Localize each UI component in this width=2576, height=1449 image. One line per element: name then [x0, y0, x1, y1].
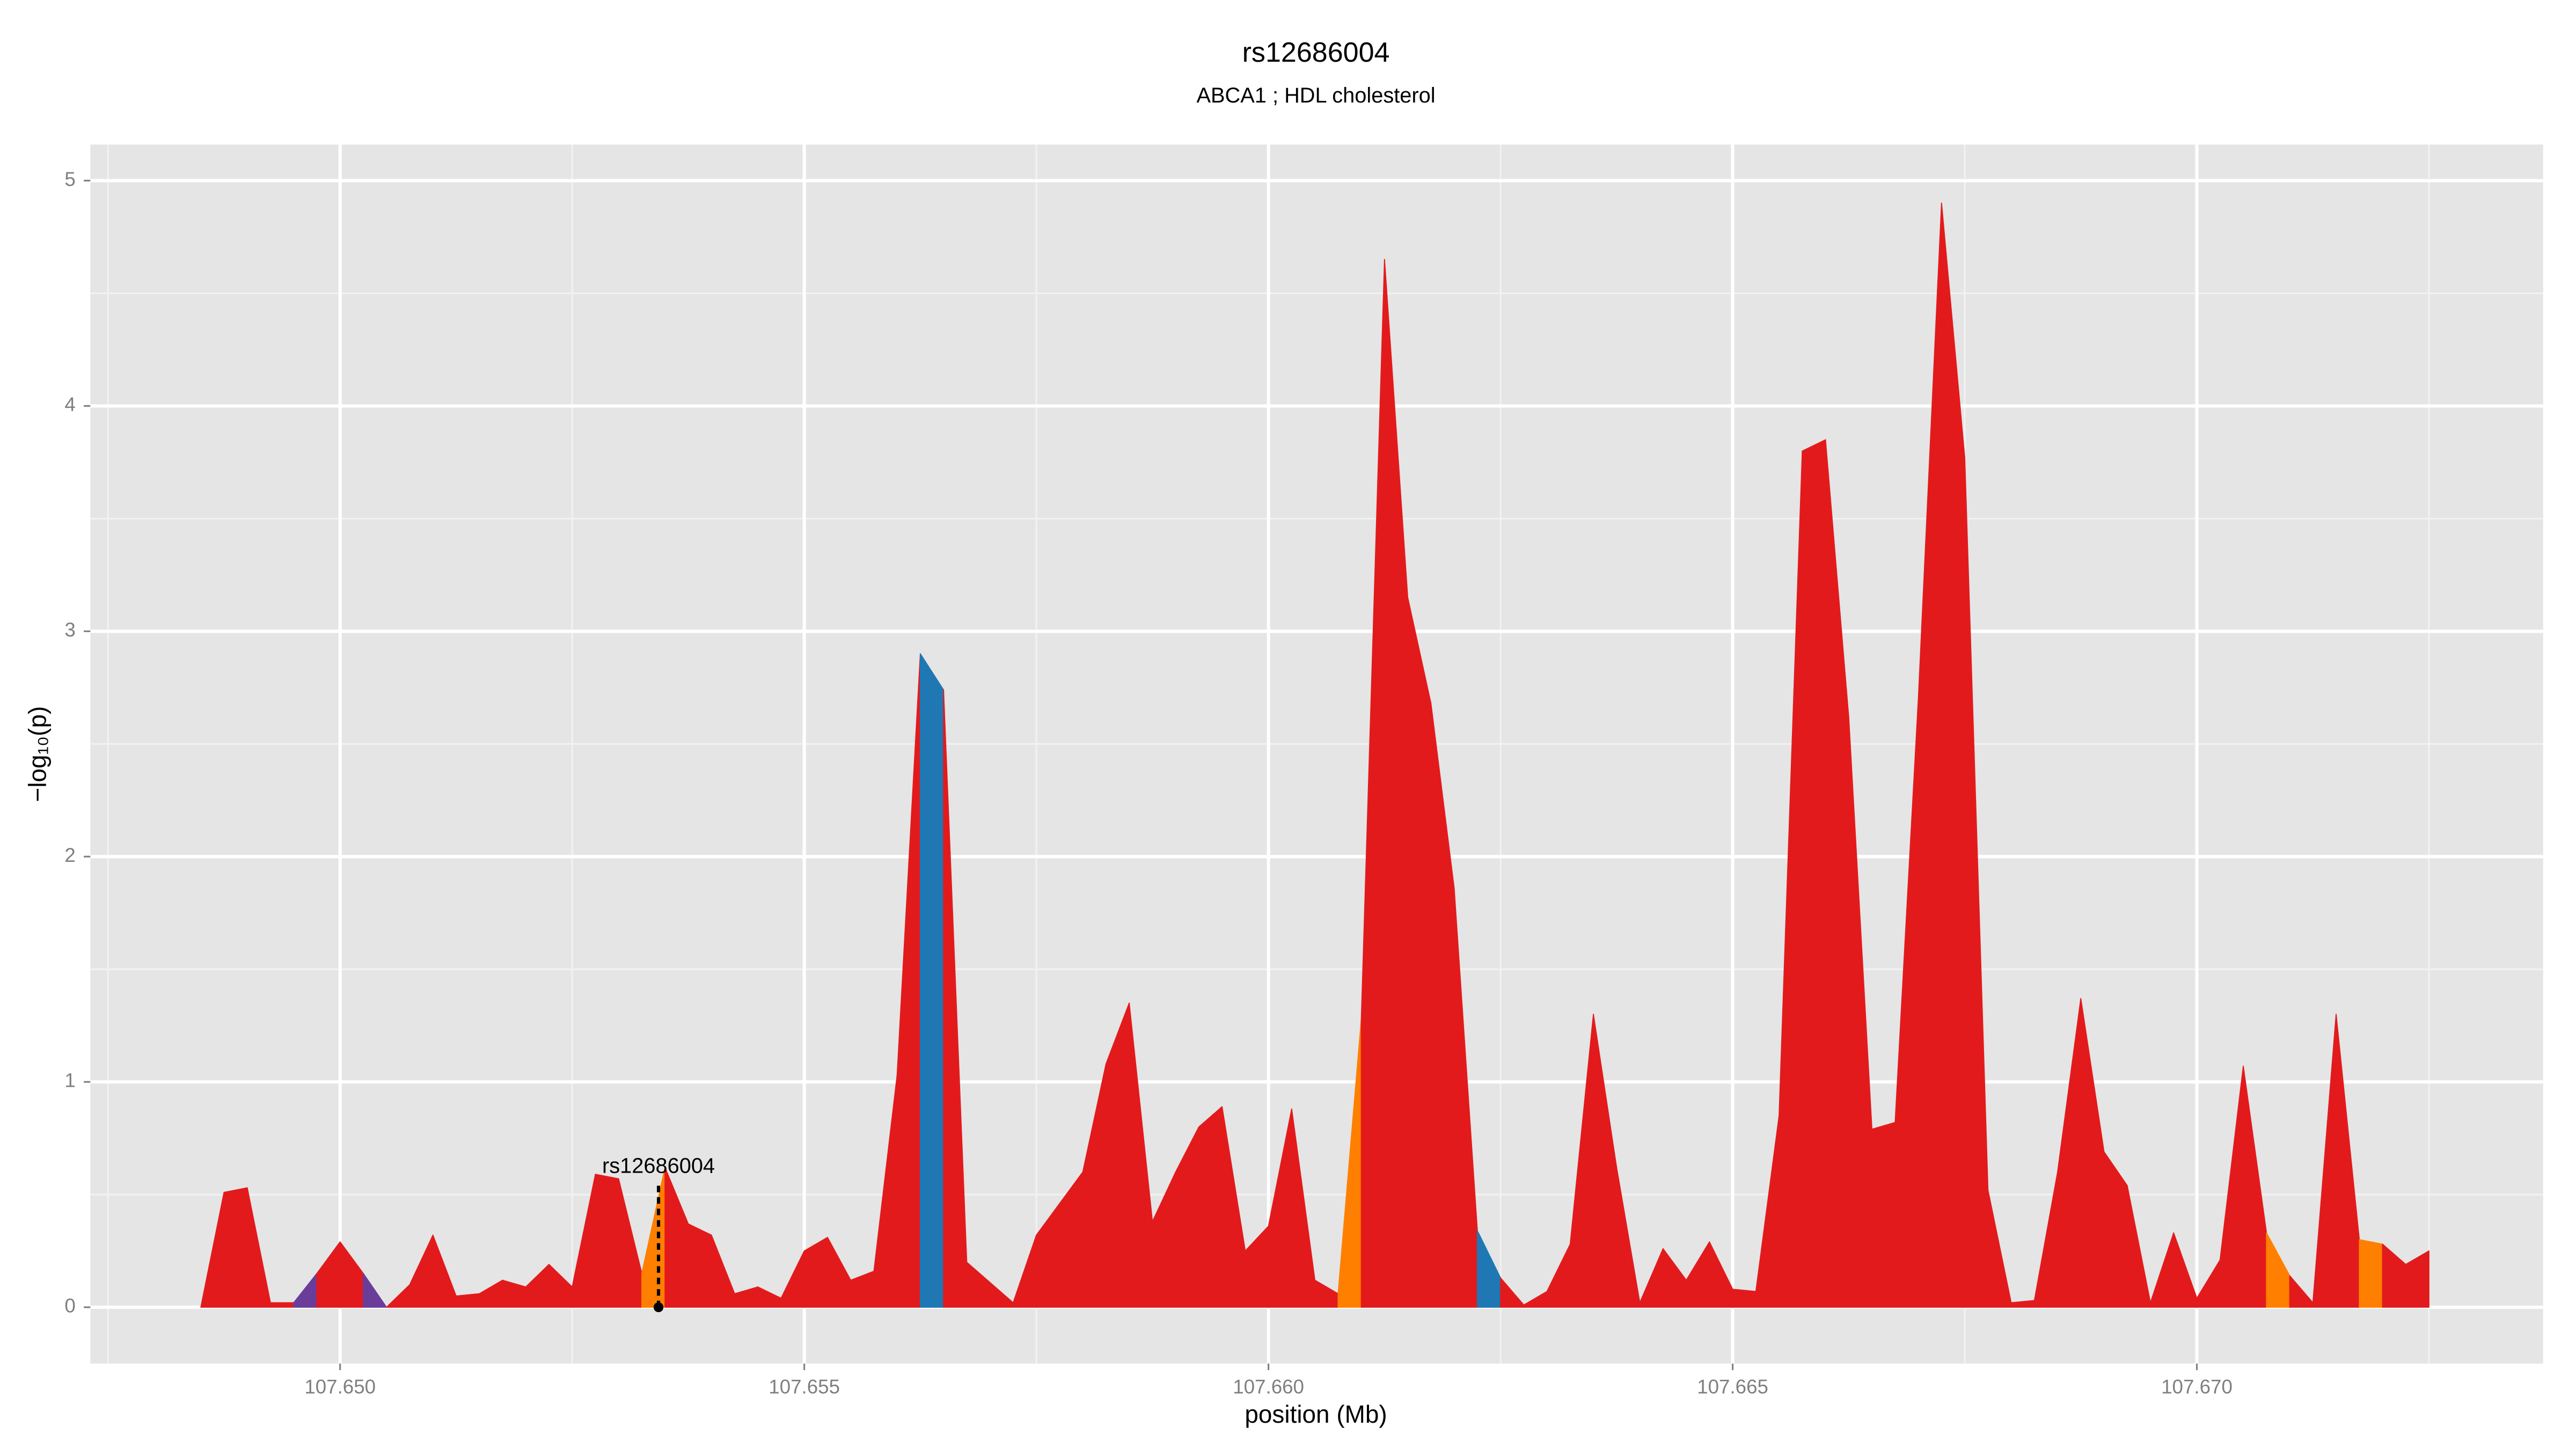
x-tick-label: 107.655 — [769, 1375, 840, 1397]
annotation-label: rs12686004 — [602, 1154, 715, 1177]
area-segment — [363, 1272, 387, 1308]
x-axis-label: position (Mb) — [1245, 1400, 1387, 1428]
area-segment — [270, 1302, 295, 1308]
area-segment — [919, 653, 945, 1308]
area-segment — [687, 1223, 712, 1308]
x-tick-label: 107.665 — [1697, 1375, 1768, 1397]
chart-subtitle: ABCA1 ; HDL cholesterol — [1196, 84, 1435, 107]
plot-panel — [90, 144, 2543, 1364]
area-segment — [1198, 1106, 1223, 1308]
y-tick-label: 4 — [64, 393, 75, 415]
area-segment — [223, 1187, 248, 1308]
area-segment — [1871, 1122, 1896, 1308]
annotation-point — [653, 1302, 664, 1313]
y-tick-label: 1 — [64, 1070, 75, 1092]
area-segment — [2359, 1239, 2383, 1308]
area-segment — [1407, 597, 1432, 1308]
y-tick-label: 5 — [64, 168, 75, 190]
x-tick-label: 107.650 — [304, 1375, 376, 1397]
area-segment — [595, 1174, 619, 1308]
area-segment — [456, 1293, 480, 1308]
area-segment — [2405, 1250, 2429, 1308]
y-axis-label: −log₁₀(p) — [24, 706, 52, 802]
x-tick-label: 107.660 — [1233, 1375, 1304, 1397]
y-tick-label: 2 — [64, 844, 75, 866]
y-tick-label: 3 — [64, 619, 75, 641]
area-segment — [1802, 439, 1826, 1308]
chart-title: rs12686004 — [1242, 37, 1390, 68]
y-tick-label: 0 — [64, 1295, 75, 1317]
x-tick-label: 107.670 — [2161, 1375, 2233, 1397]
area-segment — [1732, 1289, 1757, 1308]
